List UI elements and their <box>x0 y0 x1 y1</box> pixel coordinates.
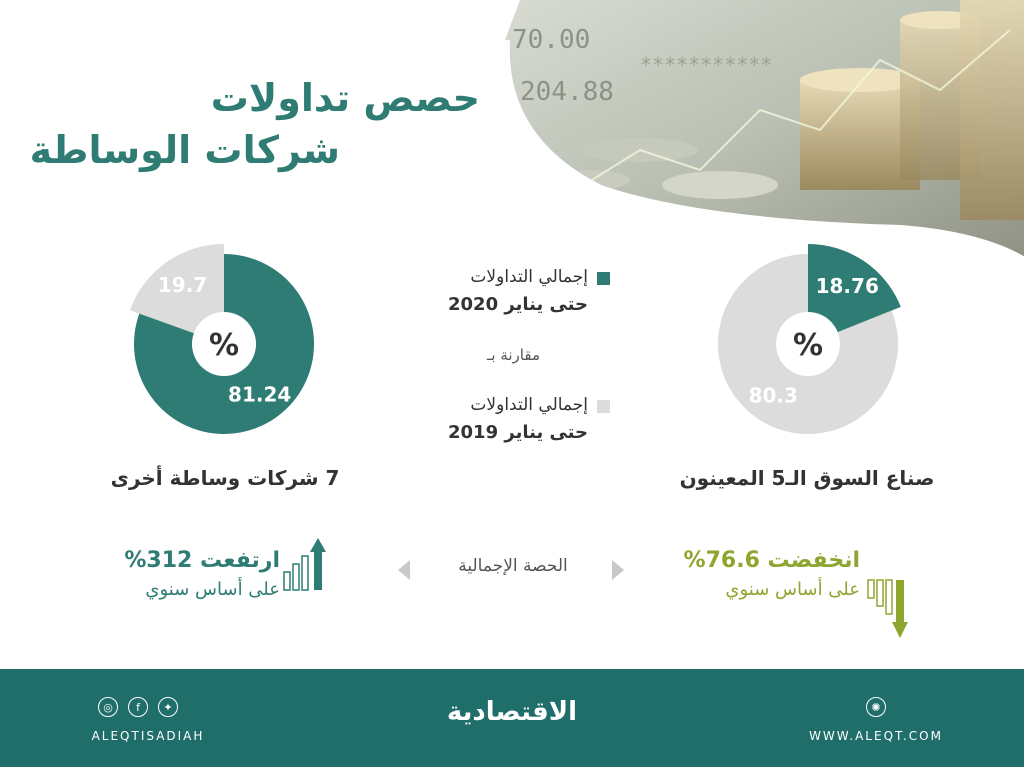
data-label-2020: 18.76 <box>816 274 879 298</box>
trend-down-icon <box>867 579 908 638</box>
legend-2019-line2: حتى يناير 2019 <box>448 422 588 443</box>
data-label-2019: 80.3 <box>749 383 798 407</box>
change-up-value: ارتفعت 312% <box>124 548 280 573</box>
social-handle[interactable]: ALEQTISADIAH <box>91 729 205 743</box>
header-photo: 70.00 204.88 *********** <box>499 0 1024 267</box>
svg-text:***********: *********** <box>640 53 772 77</box>
twitter-icon[interactable]: ✦ <box>158 697 178 717</box>
change-down-value: انخفضت 76.6% <box>683 548 860 573</box>
donut-hole <box>776 312 840 376</box>
center-label: % <box>209 328 239 363</box>
donut-svg: % 18.76 80.3 <box>718 244 901 434</box>
facebook-icon[interactable]: f <box>128 697 148 717</box>
legend-swatch-teal <box>597 272 610 285</box>
website-link[interactable]: WWW.ALEQT.COM <box>809 729 943 743</box>
donut-chart-market-makers: % 18.76 80.3 <box>708 244 908 444</box>
brand-logo: الاقتصادية <box>446 697 578 727</box>
title-line1: حصص تداولات <box>210 76 480 120</box>
change-down-sub: على أساس سنوي <box>725 579 860 600</box>
trend-up-icon <box>283 538 326 591</box>
slice-2019 <box>129 244 224 344</box>
svg-text:70.00: 70.00 <box>512 25 590 55</box>
legend-2019-line1: إجمالي التداولات <box>470 395 588 415</box>
footer: ◎ f ✦ ALEQTISADIAH الاقتصادية ✺ WWW.ALEQ… <box>0 669 1024 767</box>
change-up-sub: على أساس سنوي <box>145 579 280 600</box>
legend-2020-line1: إجمالي التداولات <box>470 267 588 287</box>
instagram-icon[interactable]: ◎ <box>98 697 118 717</box>
change-up: ارتفعت 312% على أساس سنوي <box>110 548 280 600</box>
center-label: % <box>793 328 823 363</box>
legend-item-2019: إجمالي التداولات حتى يناير 2019 <box>405 392 610 446</box>
data-label-2020: 81.24 <box>228 383 291 407</box>
data-label-2019: 19.7 <box>158 273 207 297</box>
caption-market-makers: صناع السوق الـ5 المعينون <box>679 466 935 490</box>
donut-svg: % 81.24 19.7 <box>129 244 314 434</box>
donut-chart-other-brokers: % 81.24 19.7 <box>124 244 324 444</box>
chevron-right-icon <box>612 560 624 580</box>
share-label: الحصة الإجمالية <box>458 556 568 576</box>
globe-icon[interactable]: ✺ <box>866 697 886 717</box>
svg-text:204.88: 204.88 <box>520 77 614 107</box>
legend-2020-line2: حتى يناير 2020 <box>448 294 588 315</box>
donut-hole <box>192 312 256 376</box>
legend-compare: مقارنة بـ <box>487 346 540 364</box>
chevron-left-icon <box>398 560 410 580</box>
title-line2: شركات الوساطة <box>29 128 340 172</box>
slice-2020 <box>808 244 901 344</box>
caption-other-brokers: 7 شركات وساطة أخرى <box>110 466 340 490</box>
legend-item-2020: إجمالي التداولات حتى يناير 2020 <box>405 264 610 318</box>
legend-swatch-gray <box>597 400 610 413</box>
change-down: انخفضت 76.6% على أساس سنوي <box>680 548 860 600</box>
